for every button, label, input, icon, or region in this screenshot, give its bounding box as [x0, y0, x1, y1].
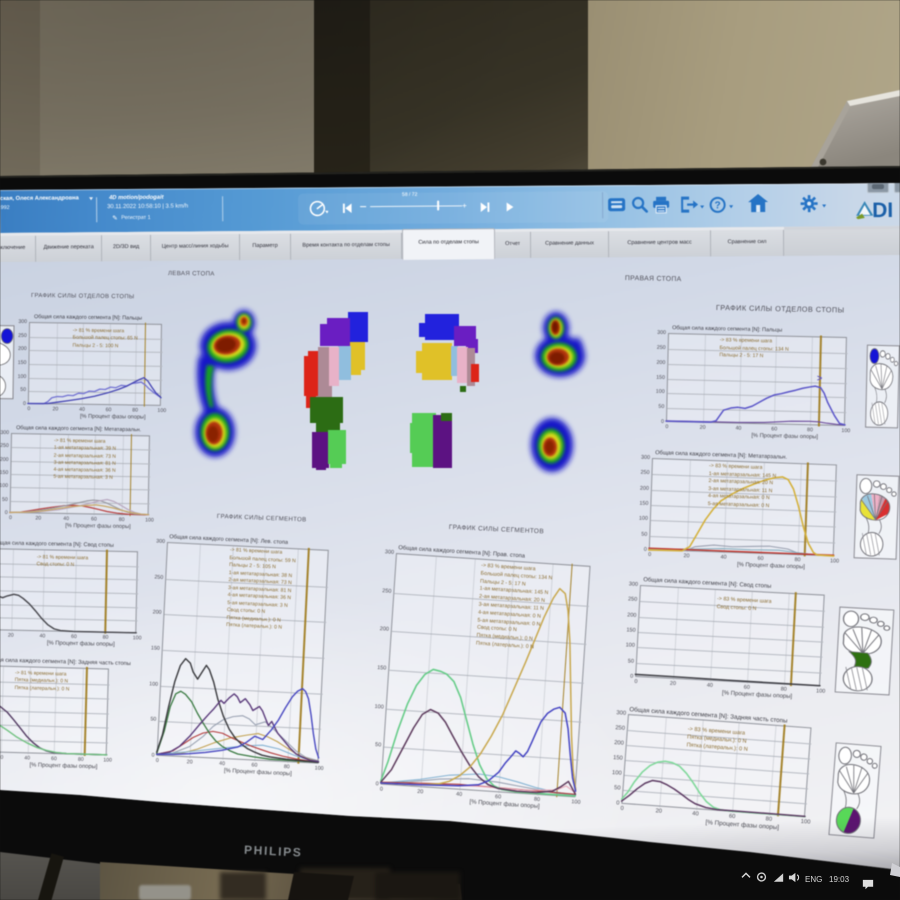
svg-text:?: ? — [715, 200, 721, 211]
